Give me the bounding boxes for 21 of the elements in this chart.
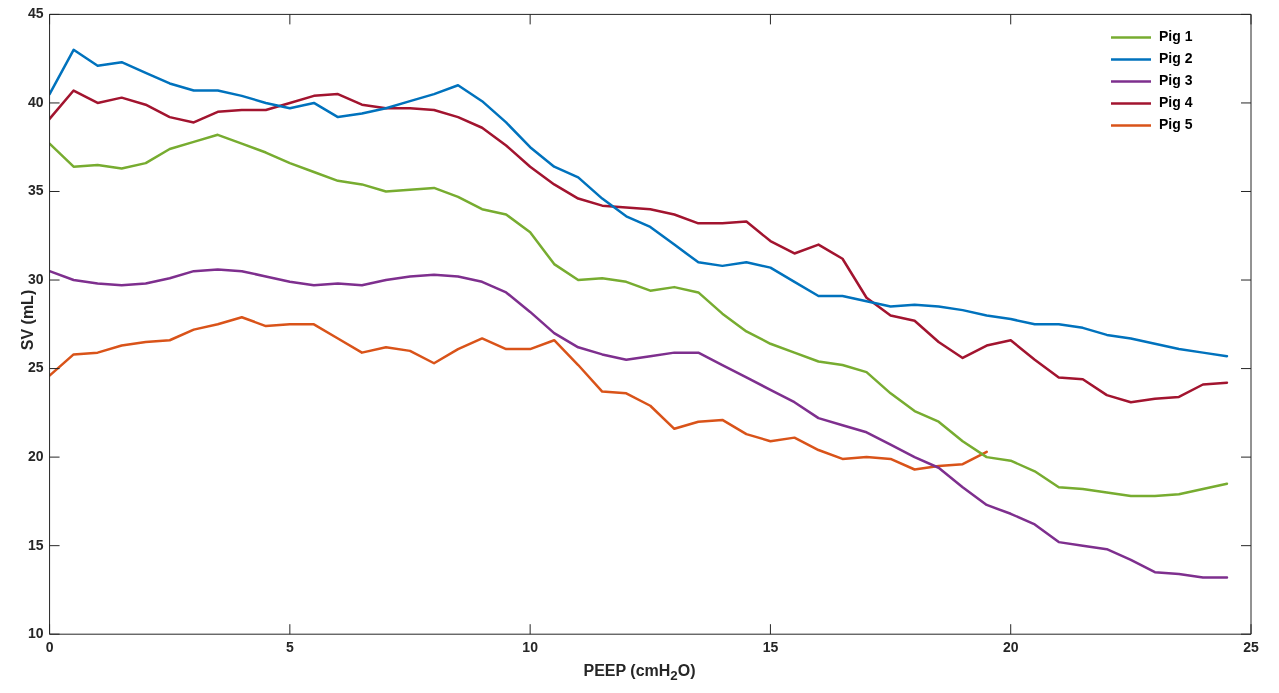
x-tick-label: 15: [762, 639, 779, 656]
x-tick-label: 5: [285, 639, 294, 656]
x-tick-label: 10: [522, 639, 539, 656]
y-tick-label: 25: [27, 359, 44, 376]
y-axis-title: SV (mL): [19, 289, 38, 351]
legend-label: Pig 2: [1159, 50, 1193, 67]
legend-label: Pig 1: [1159, 28, 1193, 45]
y-tick-label: 35: [27, 182, 44, 199]
y-tick-label: 20: [27, 447, 44, 464]
legend-label: Pig 4: [1159, 94, 1193, 111]
y-tick-label: 40: [27, 93, 44, 110]
y-tick-label: 10: [27, 625, 44, 642]
x-axis-title: PEEP (cmH$_{2}$O): [582, 662, 697, 684]
x-tick-label: 0: [45, 639, 54, 656]
legend-label: Pig 3: [1159, 72, 1193, 89]
x-tick-label: 25: [1243, 639, 1259, 656]
legend-label: Pig 5: [1159, 116, 1193, 133]
y-tick-label: 45: [27, 5, 44, 22]
y-tick-label: 15: [27, 536, 44, 553]
y-tick-label: 30: [27, 270, 44, 287]
x-tick-label: 20: [1002, 639, 1019, 656]
